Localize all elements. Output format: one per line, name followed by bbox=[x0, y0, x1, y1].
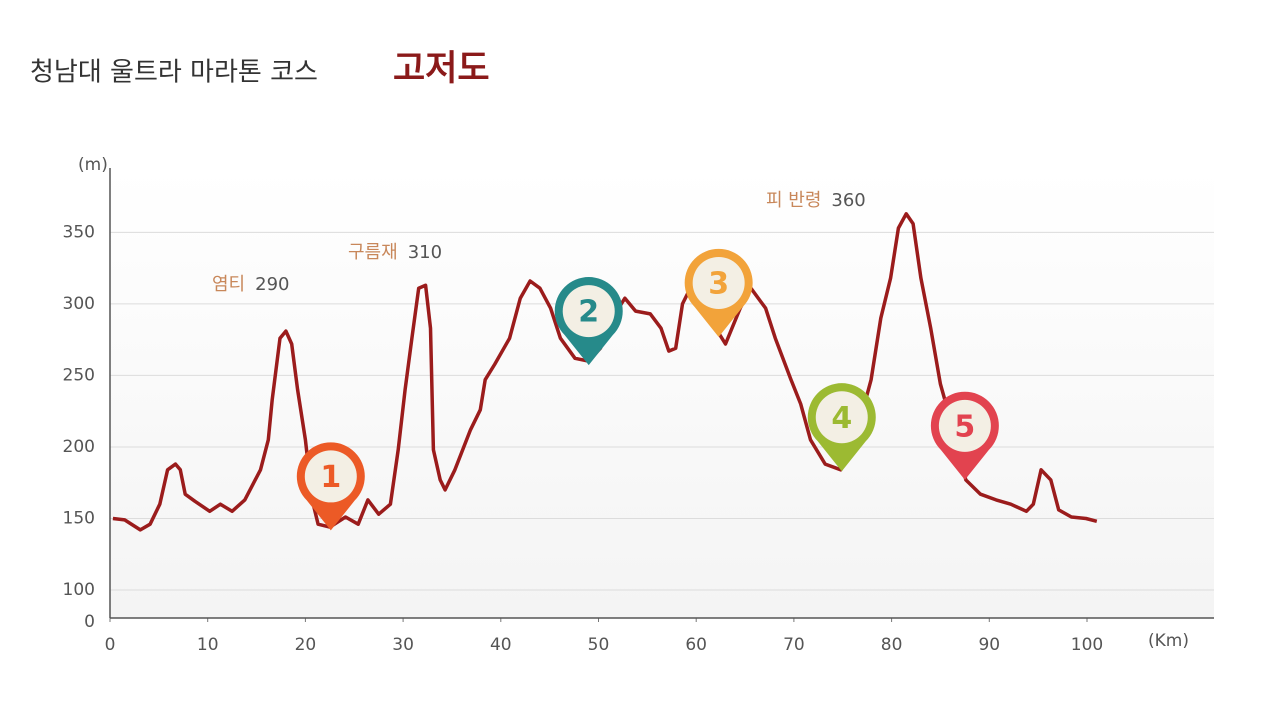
x-axis-label: (Km) bbox=[1148, 631, 1189, 651]
course-marker: 1 bbox=[296, 442, 365, 531]
marker-label: 4 bbox=[831, 401, 852, 436]
y-tick-label: 150 bbox=[63, 508, 95, 528]
course-marker: 2 bbox=[554, 277, 623, 366]
x-tick-label: 0 bbox=[105, 635, 116, 655]
course-marker: 4 bbox=[807, 383, 876, 472]
annotation-value: 310 bbox=[408, 242, 442, 263]
marker-label: 2 bbox=[578, 295, 599, 330]
x-tick-label: 10 bbox=[197, 635, 219, 655]
marker-inner bbox=[562, 285, 615, 338]
y-axis-label: (m) bbox=[78, 155, 108, 175]
chart-title-emphasis: 고저도 bbox=[393, 49, 490, 89]
x-tick-label: 20 bbox=[295, 635, 317, 655]
marker-label: 3 bbox=[708, 266, 729, 301]
x-tick-label: 80 bbox=[881, 635, 903, 655]
x-tick-label: 70 bbox=[783, 635, 805, 655]
annotation-value: 360 bbox=[831, 190, 865, 211]
course-marker: 3 bbox=[684, 248, 753, 337]
x-tick-label: 40 bbox=[490, 635, 512, 655]
x-tick-label: 60 bbox=[685, 635, 707, 655]
y-tick-label: 250 bbox=[63, 365, 95, 385]
y-tick-label: 0 bbox=[84, 612, 95, 632]
marker-inner bbox=[938, 399, 991, 452]
annotation-name: 구름재 bbox=[348, 242, 398, 263]
elevation-line bbox=[112, 212, 1098, 532]
marker-label: 5 bbox=[954, 409, 975, 444]
x-tick-label: 90 bbox=[978, 635, 1000, 655]
x-tick-label: 30 bbox=[392, 635, 414, 655]
marker-inner bbox=[815, 391, 868, 444]
y-tick-label: 350 bbox=[63, 222, 95, 242]
plot-background bbox=[110, 168, 1214, 618]
annotation-name: 피 반령 bbox=[766, 190, 821, 211]
annotation-value: 290 bbox=[255, 274, 289, 295]
annotation-name: 염티 bbox=[212, 274, 245, 295]
marker-inner bbox=[692, 256, 745, 309]
chart-title: 청남대 울트라 마라톤 코스 bbox=[30, 58, 318, 88]
marker-inner bbox=[304, 450, 357, 503]
x-tick-label: 100 bbox=[1071, 635, 1103, 655]
course-marker: 5 bbox=[930, 391, 999, 480]
y-tick-label: 200 bbox=[63, 437, 95, 457]
y-tick-label: 100 bbox=[63, 580, 95, 600]
marker-label: 1 bbox=[320, 460, 341, 495]
x-tick-label: 50 bbox=[588, 635, 610, 655]
y-tick-label: 300 bbox=[63, 294, 95, 314]
